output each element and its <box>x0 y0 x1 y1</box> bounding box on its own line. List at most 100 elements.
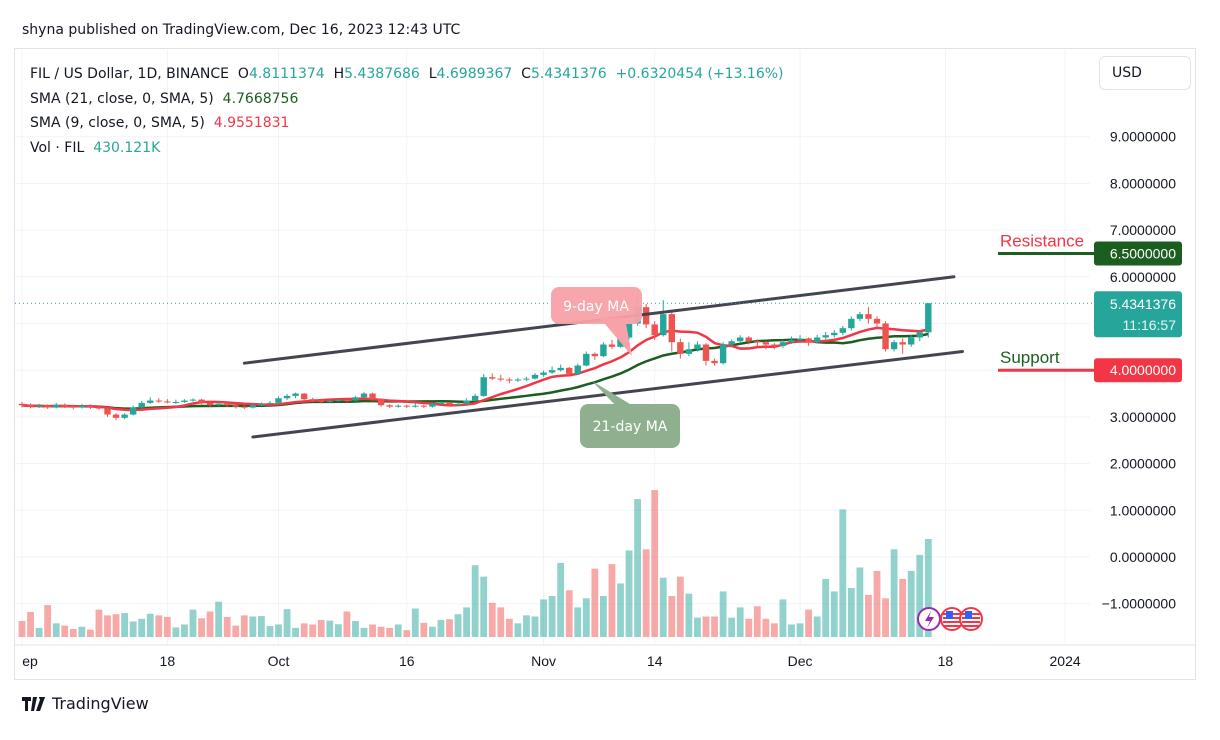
volume-bar <box>377 626 385 637</box>
symbol-label[interactable]: FIL / US Dollar, 1D, BINANCE <box>30 66 230 82</box>
candle-body <box>164 401 171 403</box>
candle-body <box>309 399 316 401</box>
candle-body <box>771 344 778 346</box>
candle-body <box>206 402 214 406</box>
candle <box>899 338 906 354</box>
sma21-row[interactable]: SMA (21, close, 0, SMA, 5) 4.7668756 <box>30 87 784 112</box>
candle-body <box>18 403 26 406</box>
sma9-row[interactable]: SMA (9, close, 0, SMA, 5) 4.9551831 <box>30 111 784 136</box>
last-price-tag <box>1094 291 1182 338</box>
volume-value: 430.121K <box>93 139 161 156</box>
candle <box>87 404 94 409</box>
volume-bar <box>788 624 795 637</box>
currency-button[interactable]: USD <box>1099 56 1191 90</box>
candle <box>249 403 257 409</box>
volume-bar <box>249 616 257 637</box>
volume-bar <box>283 609 291 637</box>
candle-body <box>403 405 410 407</box>
time-tick-label: 2024 <box>1050 653 1081 669</box>
volume-bar <box>617 583 624 637</box>
open-value: 4.8111374 <box>248 66 325 82</box>
low-label: L <box>428 66 437 82</box>
resistance-label: Resistance <box>1000 231 1084 250</box>
candle <box>53 402 60 409</box>
candle-body <box>822 335 829 338</box>
volume-bar <box>386 627 394 637</box>
price-tick-label: 2.0000000 <box>1110 456 1176 472</box>
candle <box>745 336 752 345</box>
volume-bar <box>206 611 214 637</box>
flag-stripe <box>962 625 980 627</box>
volume-bar <box>69 629 77 637</box>
candle-body <box>335 400 342 402</box>
volume-bar <box>745 618 753 637</box>
candle-body <box>865 314 872 319</box>
candle-body <box>412 405 419 407</box>
candle <box>403 404 410 409</box>
open-label: O <box>237 66 249 82</box>
volume-bar <box>446 619 453 637</box>
candle-body <box>566 367 573 374</box>
candle <box>463 398 470 405</box>
candle-body <box>480 377 487 396</box>
flag-stripe <box>943 621 961 623</box>
candle-body <box>471 395 479 401</box>
volume-bar <box>839 509 847 637</box>
candle-body <box>677 342 684 354</box>
volume-bar <box>27 611 34 637</box>
volume-bar <box>608 564 616 637</box>
candle-body <box>925 303 932 333</box>
volume-bar <box>685 593 693 637</box>
candle <box>762 340 770 350</box>
volume-bar <box>112 614 120 637</box>
volume-bar <box>61 625 69 637</box>
volume-bar <box>369 624 376 637</box>
volume-bar <box>719 591 727 637</box>
flag-stripe <box>943 625 961 627</box>
tradingview-brand[interactable]: TradingView <box>22 694 149 713</box>
candle-body <box>497 378 504 380</box>
us-flag-event-icon[interactable] <box>959 607 983 631</box>
volume-bar <box>505 618 513 637</box>
time-tick-label: ep <box>22 653 38 669</box>
volume-bar <box>78 626 86 637</box>
candle <box>788 336 795 345</box>
volume-bar <box>822 578 830 637</box>
candle <box>471 393 479 402</box>
candle-body <box>27 405 34 407</box>
candle <box>557 364 564 372</box>
volume-bar <box>711 616 718 637</box>
lightning-event-icon[interactable] <box>917 607 941 631</box>
candle <box>523 376 530 381</box>
candle-body <box>369 393 376 400</box>
candle <box>651 321 658 340</box>
candle <box>266 401 274 405</box>
sma21-label: SMA (21, close, 0, SMA, 5) <box>30 90 214 107</box>
volume-bar <box>762 618 770 637</box>
candle-body <box>890 342 898 350</box>
candle-body <box>779 342 787 346</box>
candle <box>258 402 265 407</box>
candle <box>540 370 547 377</box>
volume-bar <box>540 599 547 637</box>
volume-bar <box>181 624 188 637</box>
volume-bar <box>352 621 359 637</box>
candle-body <box>574 365 581 374</box>
candle <box>600 342 607 358</box>
volume-row[interactable]: Vol · FIL 430.121K <box>30 136 784 161</box>
resistance-price-tag <box>1094 241 1182 266</box>
close-value: 5.4341376 <box>530 66 607 82</box>
candle <box>608 339 616 350</box>
annotation-pointer <box>600 318 632 356</box>
candle <box>779 339 787 348</box>
candle-body <box>70 406 77 408</box>
volume-bar <box>360 627 368 637</box>
candle <box>309 397 316 402</box>
candle-body <box>181 400 188 402</box>
candle-body <box>429 403 436 407</box>
candle <box>224 402 231 408</box>
candle <box>489 373 496 381</box>
candle <box>395 404 402 408</box>
candle-body <box>702 344 710 361</box>
